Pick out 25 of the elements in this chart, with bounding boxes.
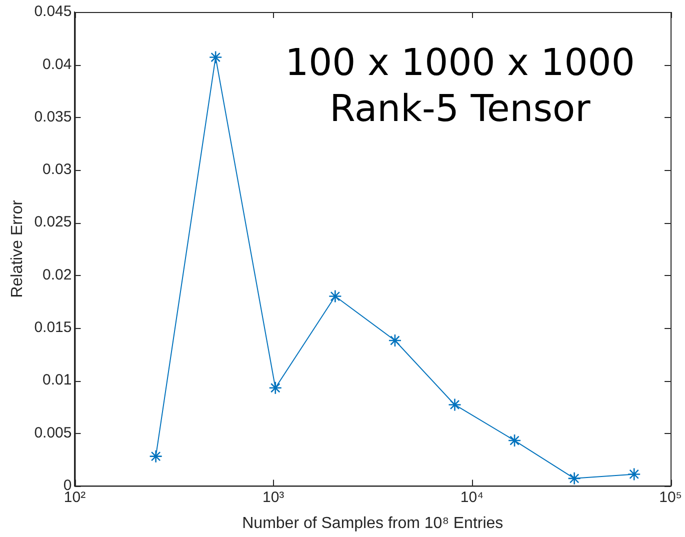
point <box>448 398 462 412</box>
point <box>268 381 282 395</box>
x-tick-label: 10³ <box>262 488 284 506</box>
y-tick-label: 0.04 <box>42 56 72 73</box>
point <box>508 434 522 448</box>
annotation: 100 x 1000 x 1000 Rank-5 Tensor <box>284 40 636 132</box>
y-tick-label: 0.03 <box>42 161 72 178</box>
y-tick-label: 0.02 <box>42 266 72 284</box>
y-tick-label: 0.035 <box>34 108 72 126</box>
point <box>388 334 402 348</box>
x-tick-label: 10² <box>64 488 86 506</box>
y-tick-label: 0.045 <box>34 3 72 20</box>
x-tick-label: 10⁴ <box>460 488 484 506</box>
x-tick-label: 10⁵ <box>659 488 682 506</box>
y-tick-label: 0.015 <box>34 319 72 336</box>
y-tick-label: 0.025 <box>34 214 72 231</box>
point <box>208 50 222 64</box>
y-tick-label: 0.01 <box>42 372 72 389</box>
y-axis-title: Relative Error <box>9 199 26 298</box>
point <box>627 468 641 481</box>
point <box>149 450 162 463</box>
y-tick-label: 0.005 <box>34 424 72 442</box>
point <box>328 290 342 303</box>
x-axis-title: Number of Samples from 10⁸ Entries <box>242 514 504 532</box>
point <box>568 472 581 486</box>
